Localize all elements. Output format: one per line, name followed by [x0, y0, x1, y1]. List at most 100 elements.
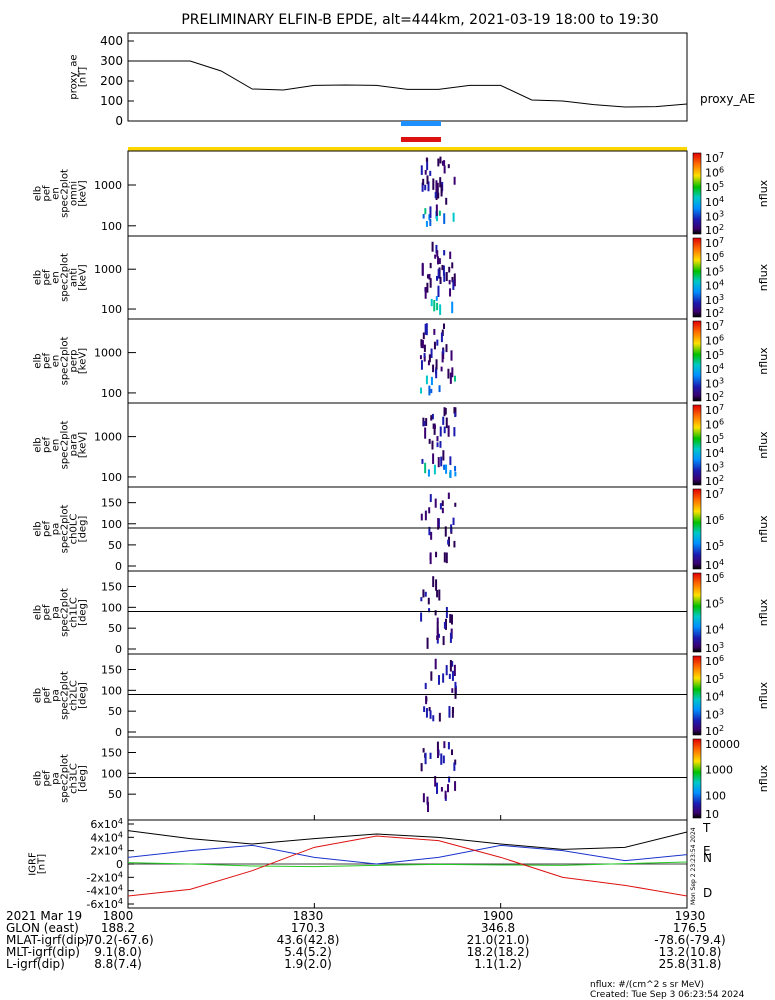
data-pixel — [429, 170, 432, 176]
data-pixel — [422, 332, 425, 340]
x-tick-label: 1930 — [675, 909, 706, 923]
data-pixel — [435, 180, 438, 192]
panel-ytick-label: 150 — [101, 497, 122, 510]
panel-ylabel-line: spec2plot — [60, 588, 71, 637]
colorbar-tick-label: 105 — [705, 180, 724, 194]
data-pixel — [447, 164, 450, 169]
data-pixel — [428, 385, 431, 396]
red-science-zone-bar — [401, 137, 441, 142]
data-pixel — [440, 456, 443, 467]
data-pixel — [451, 262, 454, 269]
data-pixel — [438, 589, 441, 601]
data-pixel — [428, 608, 431, 613]
data-pixel — [430, 376, 433, 386]
colorbar-label: nflux — [757, 347, 770, 375]
colorbar-gradient — [692, 237, 702, 318]
colorbar-tick-label: 102 — [705, 223, 724, 237]
panel-ylabel-line: pa — [51, 772, 62, 784]
colorbar-tick-label: 105 — [705, 672, 724, 686]
x-tick-label: 1800 — [103, 909, 134, 923]
igrf-ytick-label: -2x104 — [86, 870, 123, 884]
data-pixel — [422, 214, 425, 219]
data-pixel — [432, 453, 435, 464]
data-pixel — [448, 776, 451, 783]
data-pixel — [427, 801, 430, 813]
data-pixel — [443, 741, 446, 749]
data-pixel — [436, 782, 439, 794]
igrf-ytick-label: 4x104 — [90, 830, 123, 844]
data-pixel — [426, 158, 429, 171]
data-pixel — [433, 424, 436, 429]
x-row-value: 13.2(10.8) — [659, 945, 722, 959]
data-pixel — [437, 256, 440, 265]
panel-ytick-label: 50 — [108, 705, 122, 718]
proxy-ae-ytick-label: 400 — [100, 34, 123, 48]
blue-science-zone-bar — [401, 121, 441, 126]
data-pixel — [439, 426, 442, 437]
data-pixel — [451, 706, 454, 713]
igrf-ytick-label: -6x104 — [86, 897, 123, 911]
colorbar-tick-label: 103 — [705, 377, 724, 391]
colorbar-tick-label: 104 — [705, 279, 724, 293]
colorbar-tick-label: 104 — [705, 195, 724, 209]
data-pixel — [441, 160, 444, 166]
data-pixel — [437, 675, 440, 685]
data-pixel — [451, 661, 454, 667]
data-pixel — [436, 302, 439, 311]
orbit-markers — [128, 121, 687, 151]
data-pixel — [454, 502, 457, 507]
data-pixel — [449, 251, 452, 259]
panel-frame — [127, 736, 688, 821]
x-row-value: 188.2 — [101, 921, 135, 935]
colorbar-tick-label: 105 — [705, 348, 724, 362]
data-pixel — [442, 755, 445, 764]
data-pixel — [435, 204, 438, 216]
data-pixel — [430, 388, 433, 394]
panel-frame — [127, 653, 688, 738]
panel-ylabel-line: pef — [42, 604, 53, 621]
data-pixel — [453, 427, 456, 437]
data-pixel — [436, 442, 439, 448]
panel-frame — [127, 235, 688, 320]
data-pixel — [451, 688, 454, 693]
panel-ytick-label: 1000 — [94, 431, 122, 444]
data-pixel — [428, 354, 431, 363]
data-pixel — [444, 790, 447, 799]
panel-ylabel-line: [keV] — [78, 432, 89, 458]
data-pixel — [420, 612, 423, 622]
data-pixel — [443, 407, 446, 417]
data-pixel — [422, 589, 425, 598]
data-pixel — [443, 426, 446, 434]
x-row-value: 176.5 — [673, 921, 707, 935]
panel-ylabel-line: pef — [42, 687, 53, 704]
colorbar: 106 105 104 103 102 nflux — [692, 654, 770, 738]
x-row-value: 170.3 — [291, 921, 325, 935]
data-pixel — [423, 352, 426, 358]
proxy-ae-ytick-label: 300 — [100, 54, 123, 68]
panel-data — [421, 241, 456, 315]
data-pixel — [442, 416, 445, 425]
panel-para: 1000100elbpefenspec2plotpara[keV]1071061… — [33, 402, 770, 488]
data-pixel — [450, 350, 453, 361]
data-pixel — [435, 244, 438, 254]
igrf-ytick-label: 6x104 — [90, 817, 123, 831]
panel-ytick-label: 100 — [101, 518, 122, 531]
igrf-legend: TEN D — [702, 821, 712, 900]
panel-ytick-label: 100 — [101, 303, 122, 316]
data-pixel — [424, 169, 427, 175]
panel-ch0LC: 150100500elbpefpaspec2plotch0LC[deg]1071… — [33, 486, 770, 573]
x-row-label: GLON (east) — [6, 921, 79, 935]
panel-ylabel-line: [keV] — [78, 264, 89, 290]
data-pixel — [426, 637, 429, 649]
data-pixel — [449, 288, 452, 297]
panel-ylabel-line: pef — [42, 521, 53, 538]
igrf-line-D — [127, 835, 688, 897]
data-pixel — [453, 279, 456, 287]
data-pixel — [451, 367, 454, 378]
data-pixel — [439, 177, 442, 188]
data-pixel — [436, 589, 439, 598]
colorbar-label: nflux — [757, 764, 770, 792]
